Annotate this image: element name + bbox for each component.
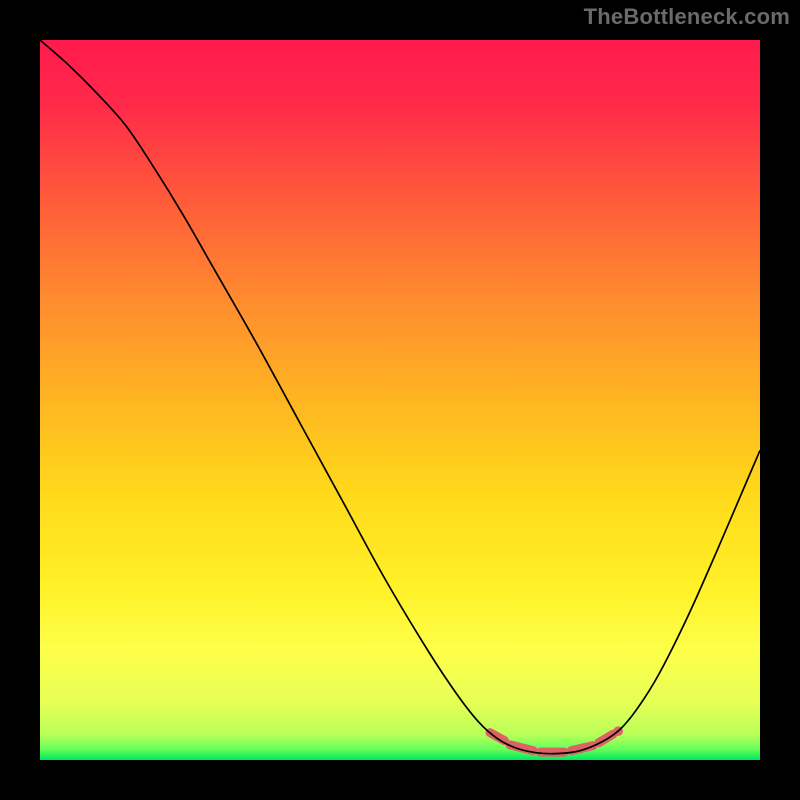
- watermark-text: TheBottleneck.com: [584, 4, 790, 30]
- gradient-background: [40, 40, 760, 760]
- chart-svg: [40, 40, 760, 760]
- plot-area: [40, 40, 760, 760]
- chart-frame: TheBottleneck.com: [0, 0, 800, 800]
